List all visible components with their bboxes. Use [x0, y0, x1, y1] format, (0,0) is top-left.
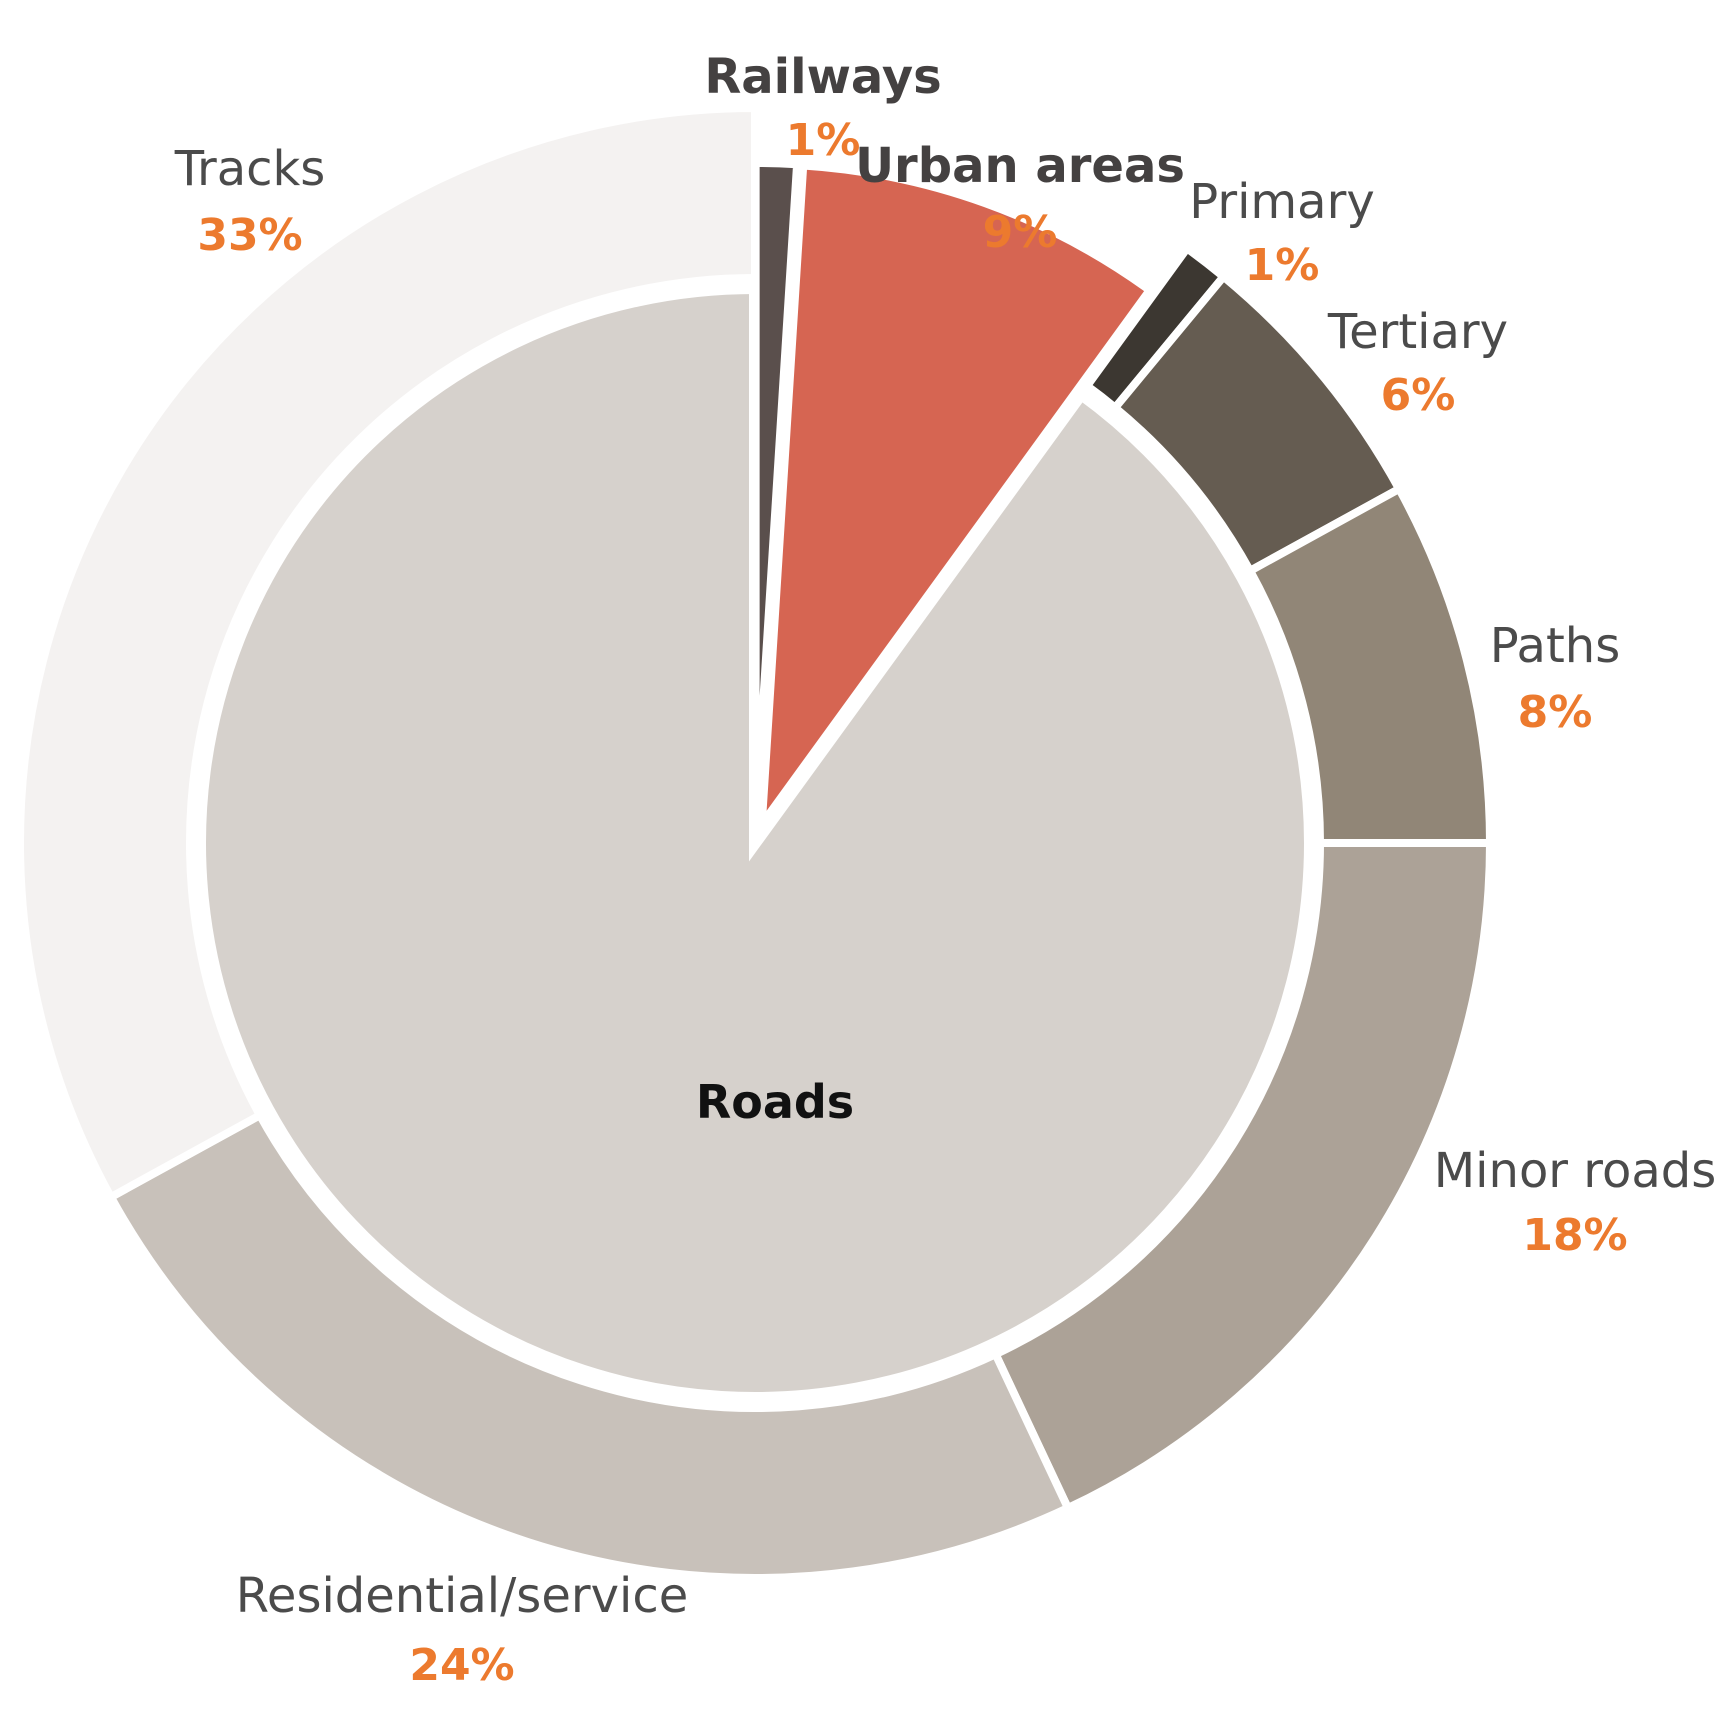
wedge-urban-areas [756, 161, 1156, 838]
value-label-residential-service: 24% [409, 1640, 514, 1691]
label-railways: Railways [704, 49, 941, 105]
value-label-tracks: 33% [197, 210, 302, 261]
label-paths: Paths [1490, 618, 1620, 674]
value-label-primary: 1% [1245, 240, 1320, 291]
label-residential-service: Residential/service [236, 1568, 689, 1624]
chart-wedges [16, 103, 1495, 1582]
center-group-label: Roads [696, 1075, 854, 1129]
value-label-tertiary: 6% [1381, 370, 1456, 421]
value-label-minor-roads: 18% [1522, 1210, 1627, 1261]
inner-group-roads [194, 281, 1316, 1404]
label-tracks: Tracks [174, 141, 326, 197]
label-minor-roads: Minor roads [1434, 1143, 1716, 1199]
value-label-urban-areas: 9% [983, 207, 1058, 258]
wedge-residential-service [105, 1109, 1074, 1582]
value-label-railways: 1% [786, 115, 861, 166]
wedge-tracks [16, 103, 759, 1203]
label-urban-areas: Urban areas [855, 138, 1185, 194]
label-primary: Primary [1189, 174, 1374, 230]
value-label-paths: 8% [1518, 687, 1593, 738]
label-tertiary: Tertiary [1327, 304, 1508, 360]
